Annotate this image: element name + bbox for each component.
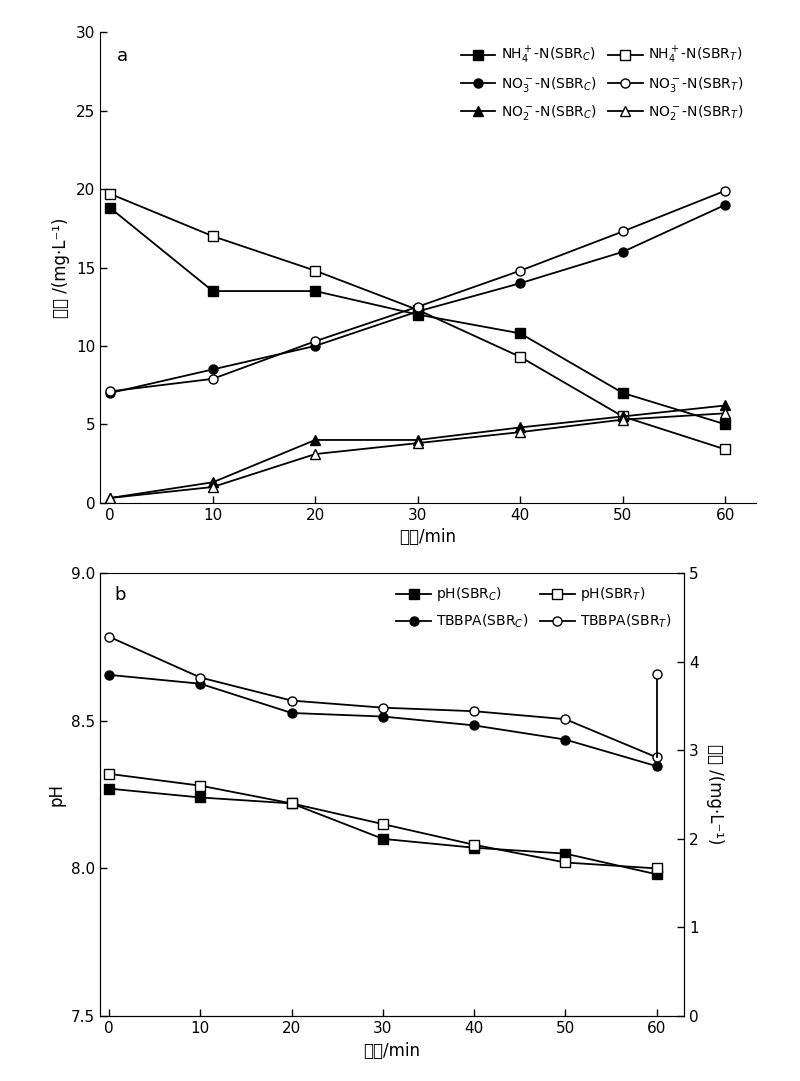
Legend: NH$_4^+$-N(SBR$_C$), NO$_3^-$-N(SBR$_C$), NO$_2^-$-N(SBR$_C$), NH$_4^+$-N(SBR$_T: NH$_4^+$-N(SBR$_C$), NO$_3^-$-N(SBR$_C$)… bbox=[455, 39, 749, 128]
NH$_4^+$-N(SBR$_C$) bbox=[515, 326, 525, 339]
TBBPA(SBR$_C$) bbox=[378, 710, 388, 723]
NO$_3^-$-N(SBR$_C$) bbox=[515, 277, 525, 290]
TBBPA(SBR$_C$) bbox=[195, 677, 205, 691]
Text: b: b bbox=[114, 586, 126, 604]
NO$_2^-$-N(SBR$_T$) bbox=[721, 406, 730, 419]
Line: NO$_2^-$-N(SBR$_C$): NO$_2^-$-N(SBR$_C$) bbox=[106, 401, 730, 503]
NH$_4^+$-N(SBR$_T$) bbox=[310, 264, 320, 277]
NH$_4^+$-N(SBR$_T$) bbox=[721, 443, 730, 456]
TBBPA(SBR$_T$) bbox=[470, 705, 479, 718]
NO$_3^-$-N(SBR$_C$) bbox=[208, 363, 218, 376]
Line: NO$_3^-$-N(SBR$_T$): NO$_3^-$-N(SBR$_T$) bbox=[106, 186, 730, 396]
TBBPA(SBR$_C$) bbox=[561, 733, 570, 746]
Line: TBBPA(SBR$_T$): TBBPA(SBR$_T$) bbox=[105, 632, 661, 762]
NH$_4^+$-N(SBR$_C$) bbox=[413, 308, 422, 321]
TBBPA(SBR$_T$) bbox=[652, 751, 662, 764]
pH(SBR$_C$) bbox=[104, 783, 114, 796]
NH$_4^+$-N(SBR$_T$) bbox=[515, 350, 525, 363]
TBBPA(SBR$_T$) bbox=[561, 712, 570, 725]
pH(SBR$_T$) bbox=[287, 797, 297, 810]
NO$_3^-$-N(SBR$_T$) bbox=[515, 264, 525, 277]
NO$_2^-$-N(SBR$_T$) bbox=[413, 437, 422, 450]
NO$_2^-$-N(SBR$_C$) bbox=[721, 399, 730, 412]
TBBPA(SBR$_T$) bbox=[287, 694, 297, 707]
NO$_3^-$-N(SBR$_T$) bbox=[618, 225, 627, 238]
Line: NH$_4^+$-N(SBR$_T$): NH$_4^+$-N(SBR$_T$) bbox=[106, 189, 730, 454]
TBBPA(SBR$_T$) bbox=[195, 671, 205, 684]
pH(SBR$_C$) bbox=[470, 841, 479, 854]
NO$_2^-$-N(SBR$_C$) bbox=[515, 421, 525, 433]
NH$_4^+$-N(SBR$_C$) bbox=[208, 284, 218, 297]
NH$_4^+$-N(SBR$_C$) bbox=[106, 201, 115, 214]
Line: NH$_4^+$-N(SBR$_C$): NH$_4^+$-N(SBR$_C$) bbox=[106, 203, 730, 429]
NO$_3^-$-N(SBR$_C$) bbox=[721, 199, 730, 212]
NO$_2^-$-N(SBR$_C$) bbox=[310, 433, 320, 446]
NO$_2^-$-N(SBR$_C$) bbox=[413, 433, 422, 446]
NO$_3^-$-N(SBR$_C$) bbox=[310, 339, 320, 352]
pH(SBR$_T$) bbox=[652, 862, 662, 875]
Y-axis label: 浓度 /(mg·L⁻¹): 浓度 /(mg·L⁻¹) bbox=[706, 745, 724, 844]
X-axis label: 时间/min: 时间/min bbox=[399, 529, 457, 546]
TBBPA(SBR$_T$) bbox=[104, 630, 114, 643]
pH(SBR$_T$) bbox=[470, 838, 479, 851]
NO$_3^-$-N(SBR$_T$) bbox=[413, 301, 422, 313]
NO$_3^-$-N(SBR$_T$) bbox=[208, 372, 218, 385]
pH(SBR$_T$) bbox=[195, 779, 205, 792]
NO$_3^-$-N(SBR$_C$) bbox=[618, 245, 627, 258]
NO$_2^-$-N(SBR$_T$) bbox=[618, 413, 627, 426]
pH(SBR$_C$) bbox=[287, 797, 297, 810]
X-axis label: 时间/min: 时间/min bbox=[363, 1042, 421, 1059]
NO$_2^-$-N(SBR$_T$) bbox=[310, 448, 320, 461]
NH$_4^+$-N(SBR$_T$) bbox=[208, 229, 218, 242]
NO$_3^-$-N(SBR$_T$) bbox=[310, 335, 320, 348]
pH(SBR$_T$) bbox=[378, 817, 388, 830]
Y-axis label: 浓度 /(mg·L⁻¹): 浓度 /(mg·L⁻¹) bbox=[52, 217, 70, 318]
pH(SBR$_T$) bbox=[561, 856, 570, 869]
TBBPA(SBR$_T$) bbox=[378, 702, 388, 715]
NO$_2^-$-N(SBR$_C$) bbox=[618, 410, 627, 423]
pH(SBR$_C$) bbox=[652, 868, 662, 881]
NH$_4^+$-N(SBR$_C$) bbox=[721, 417, 730, 430]
NO$_3^-$-N(SBR$_C$) bbox=[106, 386, 115, 399]
TBBPA(SBR$_C$) bbox=[104, 668, 114, 681]
pH(SBR$_C$) bbox=[378, 832, 388, 845]
pH(SBR$_C$) bbox=[195, 791, 205, 804]
TBBPA(SBR$_C$) bbox=[287, 707, 297, 720]
Line: TBBPA(SBR$_C$): TBBPA(SBR$_C$) bbox=[105, 670, 661, 771]
NH$_4^+$-N(SBR$_T$) bbox=[106, 187, 115, 200]
Line: pH(SBR$_C$): pH(SBR$_C$) bbox=[105, 784, 661, 879]
Text: a: a bbox=[117, 46, 127, 65]
pH(SBR$_C$) bbox=[561, 848, 570, 860]
NO$_3^-$-N(SBR$_T$) bbox=[106, 385, 115, 398]
NH$_4^+$-N(SBR$_C$) bbox=[310, 284, 320, 297]
NH$_4^+$-N(SBR$_T$) bbox=[413, 304, 422, 317]
NH$_4^+$-N(SBR$_T$) bbox=[618, 410, 627, 423]
NO$_3^-$-N(SBR$_T$) bbox=[721, 184, 730, 197]
NO$_2^-$-N(SBR$_C$) bbox=[106, 492, 115, 505]
pH(SBR$_T$) bbox=[104, 768, 114, 780]
NO$_2^-$-N(SBR$_T$) bbox=[208, 480, 218, 493]
Legend: pH(SBR$_C$), TBBPA(SBR$_C$), pH(SBR$_T$), TBBPA(SBR$_T$): pH(SBR$_C$), TBBPA(SBR$_C$), pH(SBR$_T$)… bbox=[390, 579, 677, 636]
TBBPA(SBR$_C$) bbox=[470, 719, 479, 732]
Y-axis label: pH: pH bbox=[47, 783, 66, 806]
NO$_3^-$-N(SBR$_C$) bbox=[413, 305, 422, 318]
Line: NO$_3^-$-N(SBR$_C$): NO$_3^-$-N(SBR$_C$) bbox=[106, 200, 730, 398]
TBBPA(SBR$_C$) bbox=[652, 760, 662, 773]
NO$_2^-$-N(SBR$_C$) bbox=[208, 476, 218, 489]
Line: NO$_2^-$-N(SBR$_T$): NO$_2^-$-N(SBR$_T$) bbox=[106, 409, 730, 503]
NO$_2^-$-N(SBR$_T$) bbox=[106, 492, 115, 505]
NO$_2^-$-N(SBR$_T$) bbox=[515, 426, 525, 439]
Line: pH(SBR$_T$): pH(SBR$_T$) bbox=[105, 770, 661, 873]
NH$_4^+$-N(SBR$_C$) bbox=[618, 386, 627, 399]
